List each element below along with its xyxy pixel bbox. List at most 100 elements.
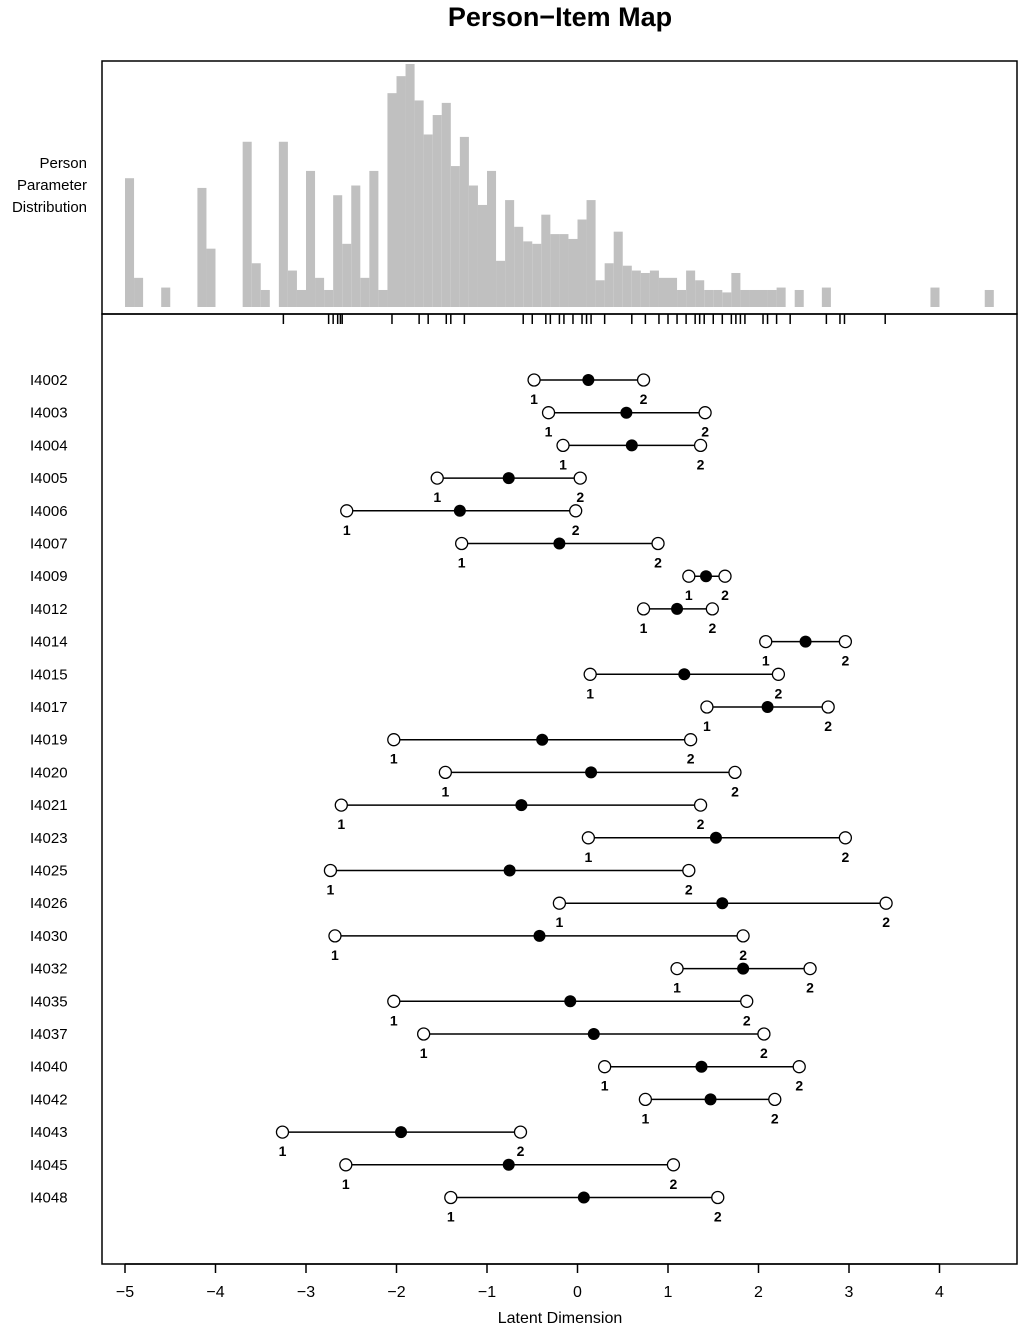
threshold-1-label: 1: [762, 653, 770, 669]
histogram-bar: [450, 166, 460, 307]
threshold-1-point: [430, 471, 444, 485]
histogram-bar: [505, 200, 515, 307]
item-row: I4045 1 2: [30, 1157, 681, 1192]
threshold-1-label: 1: [390, 1012, 398, 1028]
threshold-2-point: [838, 634, 853, 649]
item-name-label: I4030: [30, 928, 68, 945]
histogram-bar: [541, 214, 551, 307]
item-row: I4005 1 2: [30, 470, 587, 505]
threshold-1-point: [455, 536, 469, 551]
histogram-bar: [740, 289, 750, 307]
histogram-bar: [496, 260, 506, 307]
item-name-label: I4014: [30, 634, 68, 651]
item-row: I4002 1 2: [30, 372, 651, 407]
threshold-1-label: 1: [279, 1143, 287, 1159]
threshold-2-point: [803, 961, 817, 976]
threshold-1-point: [581, 831, 596, 845]
threshold-2-label: 2: [714, 1209, 722, 1225]
histogram-bar: [658, 277, 668, 307]
threshold-1-point: [323, 863, 338, 878]
histogram-bar: [695, 280, 705, 307]
x-tick-label: 4: [935, 1284, 944, 1301]
item-row: I4042 1 2: [30, 1091, 782, 1126]
item-name-label: I4042: [30, 1091, 68, 1108]
threshold-1-label: 1: [331, 947, 339, 963]
histogram-bar: [568, 238, 578, 307]
threshold-2-point: [683, 733, 698, 747]
threshold-2-point: [693, 798, 708, 812]
threshold-1-point: [444, 1190, 458, 1205]
item-row: I4015 1 2: [30, 666, 786, 701]
threshold-2-point: [693, 438, 708, 453]
item-location-point: [700, 570, 713, 583]
threshold-1-point: [583, 667, 597, 681]
histogram-bar: [604, 263, 614, 307]
histogram-bar: [749, 289, 759, 307]
histogram-bar: [287, 270, 297, 307]
threshold-2-label: 2: [841, 849, 849, 865]
threshold-1-label: 1: [586, 685, 594, 701]
threshold-2-point: [792, 1060, 806, 1074]
threshold-2-point: [771, 667, 786, 681]
threshold-2-point: [838, 831, 853, 845]
item-location-point: [577, 1191, 590, 1204]
threshold-2-label: 2: [721, 587, 729, 603]
threshold-1-label: 1: [433, 489, 441, 505]
threshold-2-label: 2: [795, 1078, 803, 1094]
threshold-1-point: [527, 373, 541, 387]
threshold-2-point: [768, 1092, 782, 1107]
threshold-1-label: 1: [641, 1110, 649, 1126]
item-location-point: [587, 1028, 600, 1040]
histogram-bar: [550, 234, 560, 307]
threshold-1-label: 1: [601, 1078, 609, 1094]
item-location-point: [564, 995, 577, 1008]
item-location-point: [502, 472, 515, 485]
item-row: I4004 1 2: [30, 437, 708, 472]
item-name-label: I4006: [30, 503, 68, 520]
threshold-2-label: 2: [687, 751, 695, 767]
item-row: I4012 1 2: [30, 601, 719, 636]
item-row: I4048 1 2: [30, 1190, 725, 1225]
item-row: I4007 1 2: [30, 536, 665, 571]
histogram-bar: [333, 195, 343, 307]
threshold-2-label: 2: [760, 1045, 768, 1061]
item-row: I4040 1 2: [30, 1059, 806, 1094]
x-tick-label: 2: [754, 1284, 763, 1301]
histogram-bar: [487, 170, 497, 307]
item-name-label: I4015: [30, 666, 68, 683]
threshold-1-point: [387, 733, 401, 747]
x-tick-label: −3: [297, 1284, 315, 1301]
item-name-label: I4003: [30, 405, 68, 422]
item-row: I4021 1 2: [30, 797, 708, 832]
item-name-label: I4012: [30, 601, 68, 618]
histogram-bar: [649, 270, 659, 307]
histogram-bar: [577, 219, 587, 307]
histogram-bar: [206, 248, 216, 307]
histogram-bar: [441, 102, 451, 307]
histogram-bar: [251, 263, 261, 307]
threshold-1-point: [416, 1027, 431, 1041]
histogram-bar: [668, 277, 678, 307]
item-location-point: [582, 374, 595, 386]
item-name-label: I4017: [30, 699, 68, 716]
person-parameter-distribution-label: Person Parameter Distribution: [12, 155, 87, 216]
histogram-bar: [595, 280, 605, 307]
histogram-bar: [559, 234, 569, 307]
histogram-bar: [405, 64, 415, 307]
x-tick-label: −1: [478, 1284, 496, 1301]
item-name-label: I4021: [30, 797, 68, 814]
item-location-point: [585, 766, 598, 779]
item-name-label: I4007: [30, 536, 68, 553]
histogram-bar: [197, 187, 207, 307]
histogram-bar: [758, 289, 768, 307]
histogram-bar: [532, 243, 542, 307]
item-location-point: [503, 864, 516, 877]
item-name-label: I4032: [30, 961, 68, 978]
histogram-bar: [686, 270, 696, 307]
histogram-bar: [477, 204, 487, 307]
threshold-2-point: [718, 569, 732, 583]
histogram-bar: [414, 100, 424, 307]
threshold-1-label: 1: [559, 456, 567, 472]
threshold-2-label: 2: [654, 555, 662, 571]
threshold-1-label: 1: [337, 816, 345, 832]
